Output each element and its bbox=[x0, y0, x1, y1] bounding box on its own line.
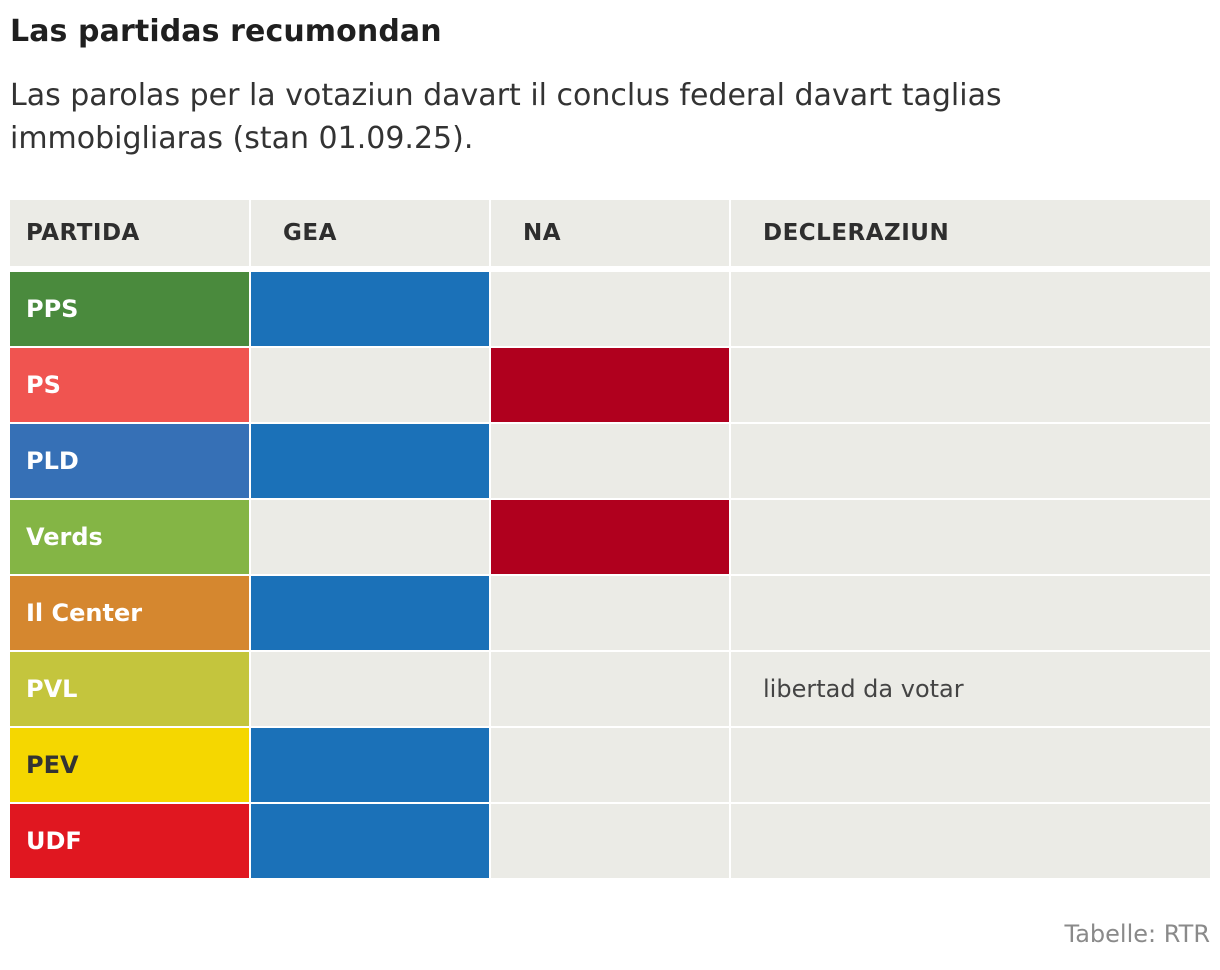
table-row: PEV bbox=[10, 728, 1210, 802]
header-decleraziun: DECLERAZIUN bbox=[731, 200, 1210, 266]
na-empty-cell bbox=[491, 728, 729, 802]
na-empty-cell bbox=[491, 652, 729, 726]
gea-yes-mark bbox=[251, 804, 489, 878]
table-row: UDF bbox=[10, 804, 1210, 878]
header-gea: GEA bbox=[251, 200, 489, 266]
recommendations-table: PARTIDA GEA NA DECLERAZIUN PPS PS PLD Verds… bbox=[10, 200, 1210, 880]
gea-empty-cell bbox=[251, 652, 489, 726]
table-header-row: PARTIDA GEA NA DECLERAZIUN bbox=[10, 200, 1210, 266]
decleraziun-cell: libertad da votar bbox=[731, 652, 1210, 726]
na-empty-cell bbox=[491, 804, 729, 878]
party-name-cell: PS bbox=[10, 348, 249, 422]
table-row: PS bbox=[10, 348, 1210, 422]
decleraziun-cell bbox=[731, 348, 1210, 422]
chart-subtitle: Las parolas per la votaziun davart il co… bbox=[10, 78, 1002, 156]
na-empty-cell bbox=[491, 576, 729, 650]
decleraziun-cell bbox=[731, 728, 1210, 802]
gea-empty-cell bbox=[251, 500, 489, 574]
table-row: PVL libertad da votar bbox=[10, 652, 1210, 726]
party-name-cell: UDF bbox=[10, 804, 249, 878]
decleraziun-cell bbox=[731, 500, 1210, 574]
table-row: PLD bbox=[10, 424, 1210, 498]
party-name-cell: PLD bbox=[10, 424, 249, 498]
chart-title: Las partidas recumondan bbox=[10, 14, 442, 49]
gea-yes-mark bbox=[251, 576, 489, 650]
source-note: Tabelle: RTR bbox=[1064, 920, 1210, 948]
table-row: PPS bbox=[10, 272, 1210, 346]
decleraziun-cell bbox=[731, 804, 1210, 878]
na-empty-cell bbox=[491, 272, 729, 346]
table-body: PPS PS PLD Verds Il Center PVL libertad da vot… bbox=[10, 272, 1210, 878]
gea-yes-mark bbox=[251, 728, 489, 802]
na-empty-cell bbox=[491, 424, 729, 498]
party-name-cell: PVL bbox=[10, 652, 249, 726]
na-no-mark bbox=[491, 348, 729, 422]
decleraziun-cell bbox=[731, 576, 1210, 650]
decleraziun-cell bbox=[731, 272, 1210, 346]
table-row: Verds bbox=[10, 500, 1210, 574]
gea-yes-mark bbox=[251, 424, 489, 498]
na-no-mark bbox=[491, 500, 729, 574]
decleraziun-cell bbox=[731, 424, 1210, 498]
party-name-cell: PPS bbox=[10, 272, 249, 346]
table-row: Il Center bbox=[10, 576, 1210, 650]
header-partida: PARTIDA bbox=[10, 200, 249, 266]
header-na: NA bbox=[491, 200, 729, 266]
party-name-cell: Il Center bbox=[10, 576, 249, 650]
gea-empty-cell bbox=[251, 348, 489, 422]
party-name-cell: Verds bbox=[10, 500, 249, 574]
party-name-cell: PEV bbox=[10, 728, 249, 802]
gea-yes-mark bbox=[251, 272, 489, 346]
